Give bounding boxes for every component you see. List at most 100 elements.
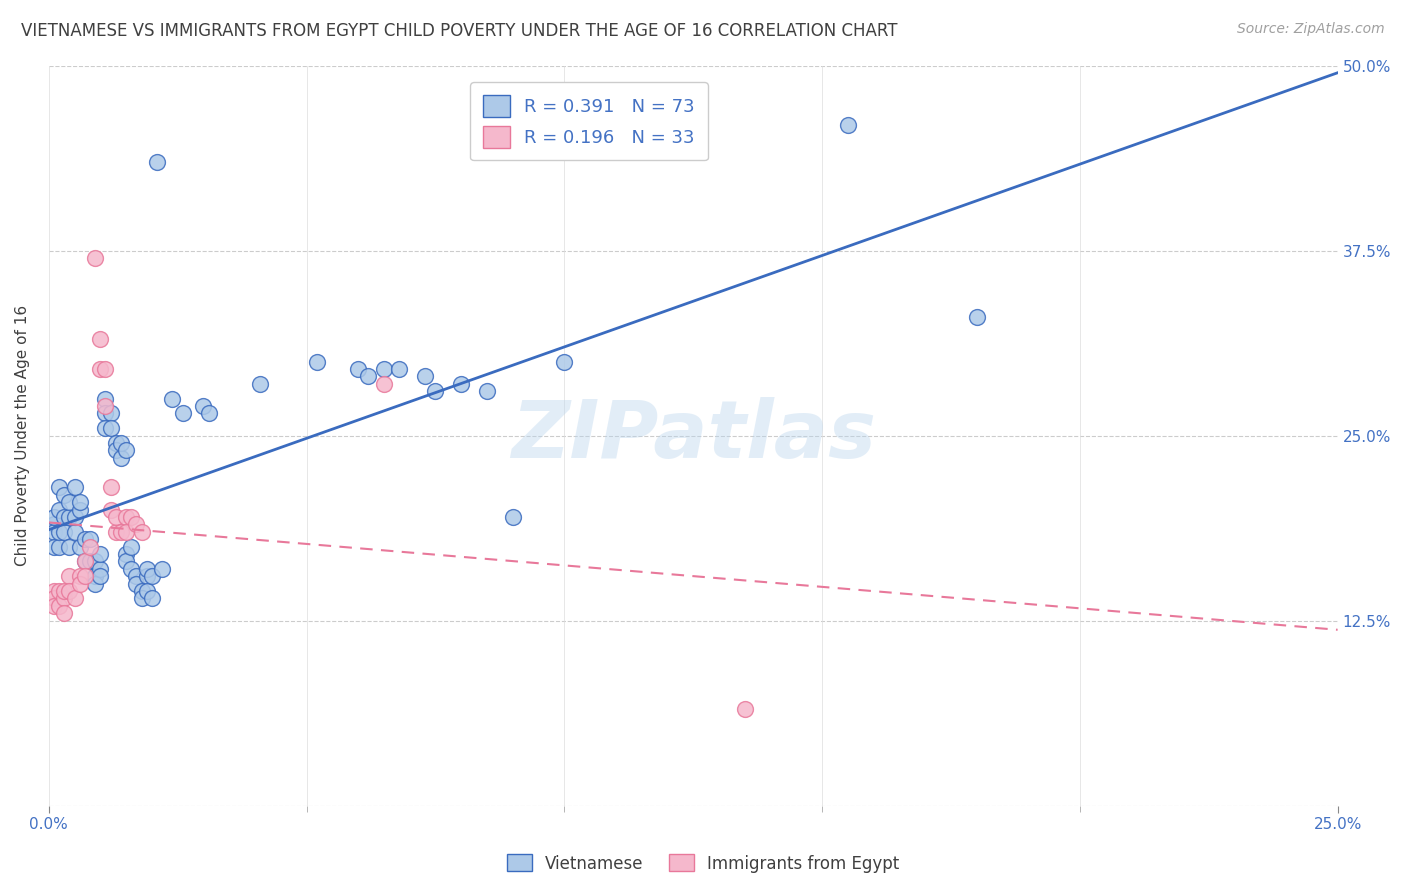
Point — [42, 517, 65, 532]
Point — [84, 569, 107, 583]
Point — [125, 517, 148, 532]
Point — [42, 524, 65, 539]
Point — [837, 118, 859, 132]
Point — [305, 354, 328, 368]
Point — [73, 532, 96, 546]
Text: ZIPatlas: ZIPatlas — [510, 397, 876, 475]
Point — [42, 584, 65, 599]
Point — [347, 362, 370, 376]
Point — [966, 310, 988, 325]
Point — [89, 362, 111, 376]
Point — [131, 591, 153, 606]
Point — [502, 510, 524, 524]
Point — [58, 569, 80, 583]
Legend: Vietnamese, Immigrants from Egypt: Vietnamese, Immigrants from Egypt — [501, 847, 905, 880]
Point — [69, 540, 91, 554]
Point — [94, 399, 117, 413]
Point — [48, 480, 70, 494]
Point — [193, 399, 215, 413]
Point — [100, 502, 122, 516]
Point — [63, 480, 86, 494]
Point — [131, 584, 153, 599]
Point — [373, 376, 395, 391]
Point — [104, 436, 127, 450]
Point — [84, 554, 107, 568]
Point — [150, 562, 173, 576]
Point — [388, 362, 411, 376]
Point — [53, 584, 76, 599]
Point — [73, 554, 96, 568]
Point — [69, 576, 91, 591]
Point — [104, 443, 127, 458]
Point — [53, 606, 76, 620]
Point — [115, 547, 138, 561]
Point — [79, 532, 101, 546]
Point — [115, 443, 138, 458]
Point — [115, 554, 138, 568]
Point — [48, 502, 70, 516]
Point — [53, 510, 76, 524]
Point — [100, 406, 122, 420]
Point — [553, 354, 575, 368]
Point — [373, 362, 395, 376]
Point — [48, 584, 70, 599]
Point — [58, 510, 80, 524]
Point — [94, 392, 117, 406]
Point — [100, 480, 122, 494]
Point — [115, 510, 138, 524]
Point — [58, 584, 80, 599]
Point — [249, 376, 271, 391]
Point — [357, 369, 380, 384]
Point — [42, 599, 65, 613]
Point — [135, 562, 157, 576]
Point — [734, 702, 756, 716]
Point — [53, 488, 76, 502]
Point — [89, 569, 111, 583]
Point — [120, 562, 142, 576]
Point — [69, 495, 91, 509]
Point — [115, 524, 138, 539]
Point — [162, 392, 184, 406]
Point — [131, 524, 153, 539]
Point — [135, 569, 157, 583]
Point — [89, 547, 111, 561]
Legend: R = 0.391   N = 73, R = 0.196   N = 33: R = 0.391 N = 73, R = 0.196 N = 33 — [470, 82, 707, 161]
Point — [89, 332, 111, 346]
Point — [48, 524, 70, 539]
Point — [94, 421, 117, 435]
Point — [48, 540, 70, 554]
Point — [125, 576, 148, 591]
Point — [110, 450, 132, 465]
Point — [146, 154, 169, 169]
Point — [110, 524, 132, 539]
Point — [84, 251, 107, 265]
Point — [79, 540, 101, 554]
Point — [425, 384, 447, 399]
Point — [100, 421, 122, 435]
Point — [69, 502, 91, 516]
Point — [120, 540, 142, 554]
Point — [73, 554, 96, 568]
Point — [110, 436, 132, 450]
Point — [79, 554, 101, 568]
Point — [58, 540, 80, 554]
Point — [450, 376, 472, 391]
Point — [120, 510, 142, 524]
Point — [94, 362, 117, 376]
Point — [42, 540, 65, 554]
Point — [42, 510, 65, 524]
Y-axis label: Child Poverty Under the Age of 16: Child Poverty Under the Age of 16 — [15, 305, 30, 566]
Point — [135, 584, 157, 599]
Point — [104, 524, 127, 539]
Point — [53, 524, 76, 539]
Text: Source: ZipAtlas.com: Source: ZipAtlas.com — [1237, 22, 1385, 37]
Point — [104, 510, 127, 524]
Point — [172, 406, 194, 420]
Point — [63, 524, 86, 539]
Point — [141, 569, 163, 583]
Point — [53, 591, 76, 606]
Point — [63, 591, 86, 606]
Point — [69, 569, 91, 583]
Point — [48, 599, 70, 613]
Point — [63, 510, 86, 524]
